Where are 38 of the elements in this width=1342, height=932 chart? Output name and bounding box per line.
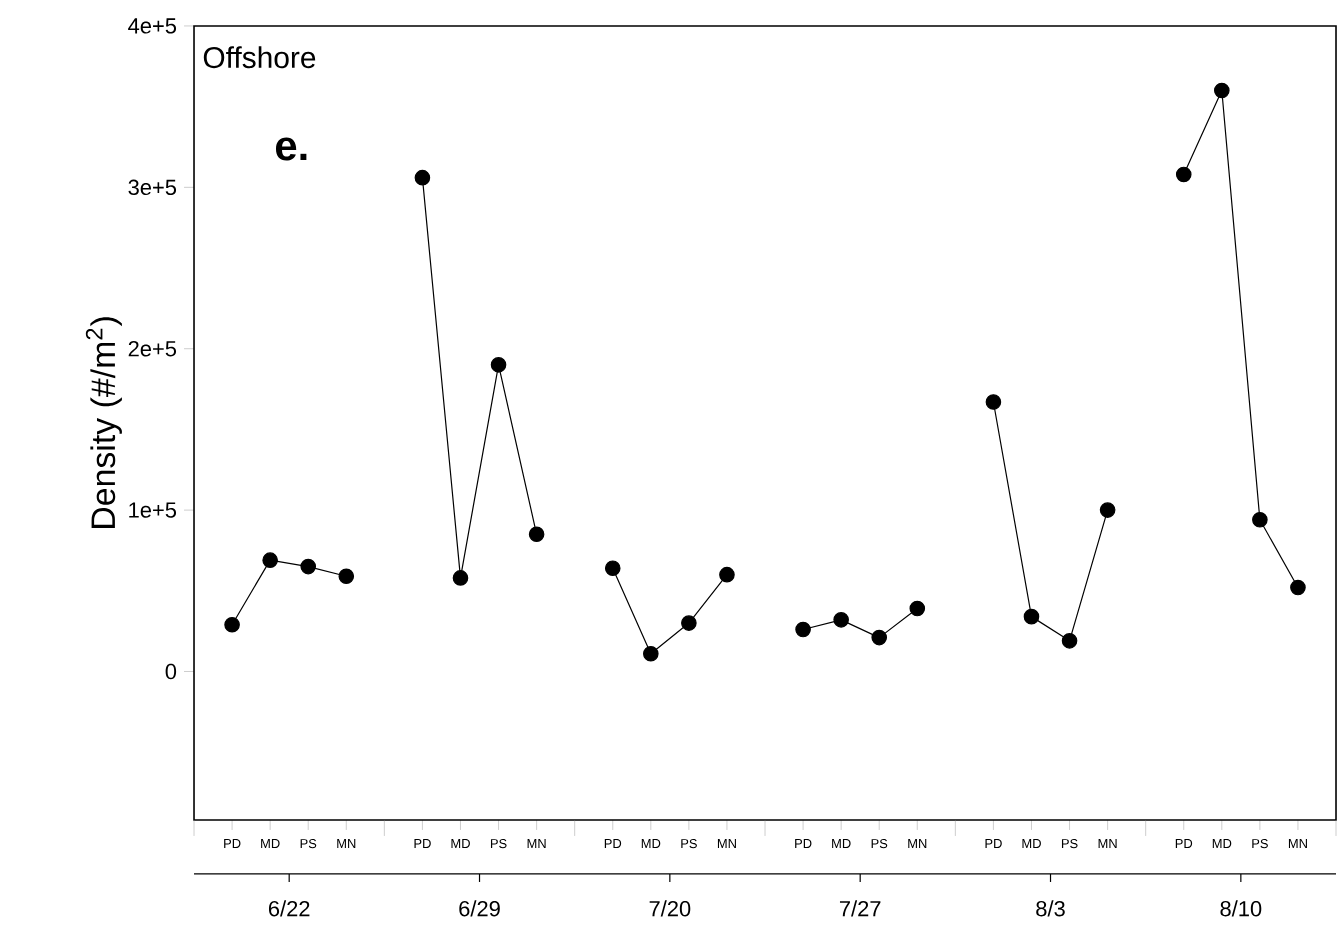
y-tick-label: 3e+5 <box>128 179 177 196</box>
point <box>300 558 317 575</box>
point <box>1175 166 1192 183</box>
point <box>224 616 240 633</box>
y-tick-label: 1e+5 <box>129 502 177 518</box>
text: 6/22 <box>268 900 310 917</box>
y-axis-title: Density (#/m$^{2}$) <box>85 317 122 528</box>
point <box>643 645 659 662</box>
point <box>833 612 849 628</box>
point <box>1214 82 1230 99</box>
y-tick-label: 2e+5 <box>128 340 177 357</box>
point <box>528 526 545 543</box>
point <box>1023 608 1040 625</box>
annotation: e. <box>275 137 307 161</box>
point <box>909 600 926 617</box>
point <box>604 560 621 577</box>
point <box>719 566 735 583</box>
point <box>985 394 1002 410</box>
text: 8/3 <box>1036 900 1065 917</box>
point <box>1099 502 1116 518</box>
point <box>490 357 507 373</box>
point <box>681 615 697 631</box>
text: 6/29 <box>459 900 500 917</box>
text: 7/20 <box>649 900 691 917</box>
point <box>795 621 811 638</box>
point <box>338 568 355 585</box>
point <box>262 552 278 568</box>
annotation: Offshore <box>203 46 316 69</box>
text: 7/27 <box>839 900 881 917</box>
point <box>1252 512 1268 528</box>
text: 8/10 <box>1220 900 1262 917</box>
point <box>1290 579 1306 596</box>
y-tick-label: 0 <box>165 663 177 680</box>
point <box>452 570 469 586</box>
y-tick-label: 4e+5 <box>128 18 177 34</box>
point <box>1061 633 1078 649</box>
point <box>414 169 431 186</box>
point <box>871 629 888 646</box>
